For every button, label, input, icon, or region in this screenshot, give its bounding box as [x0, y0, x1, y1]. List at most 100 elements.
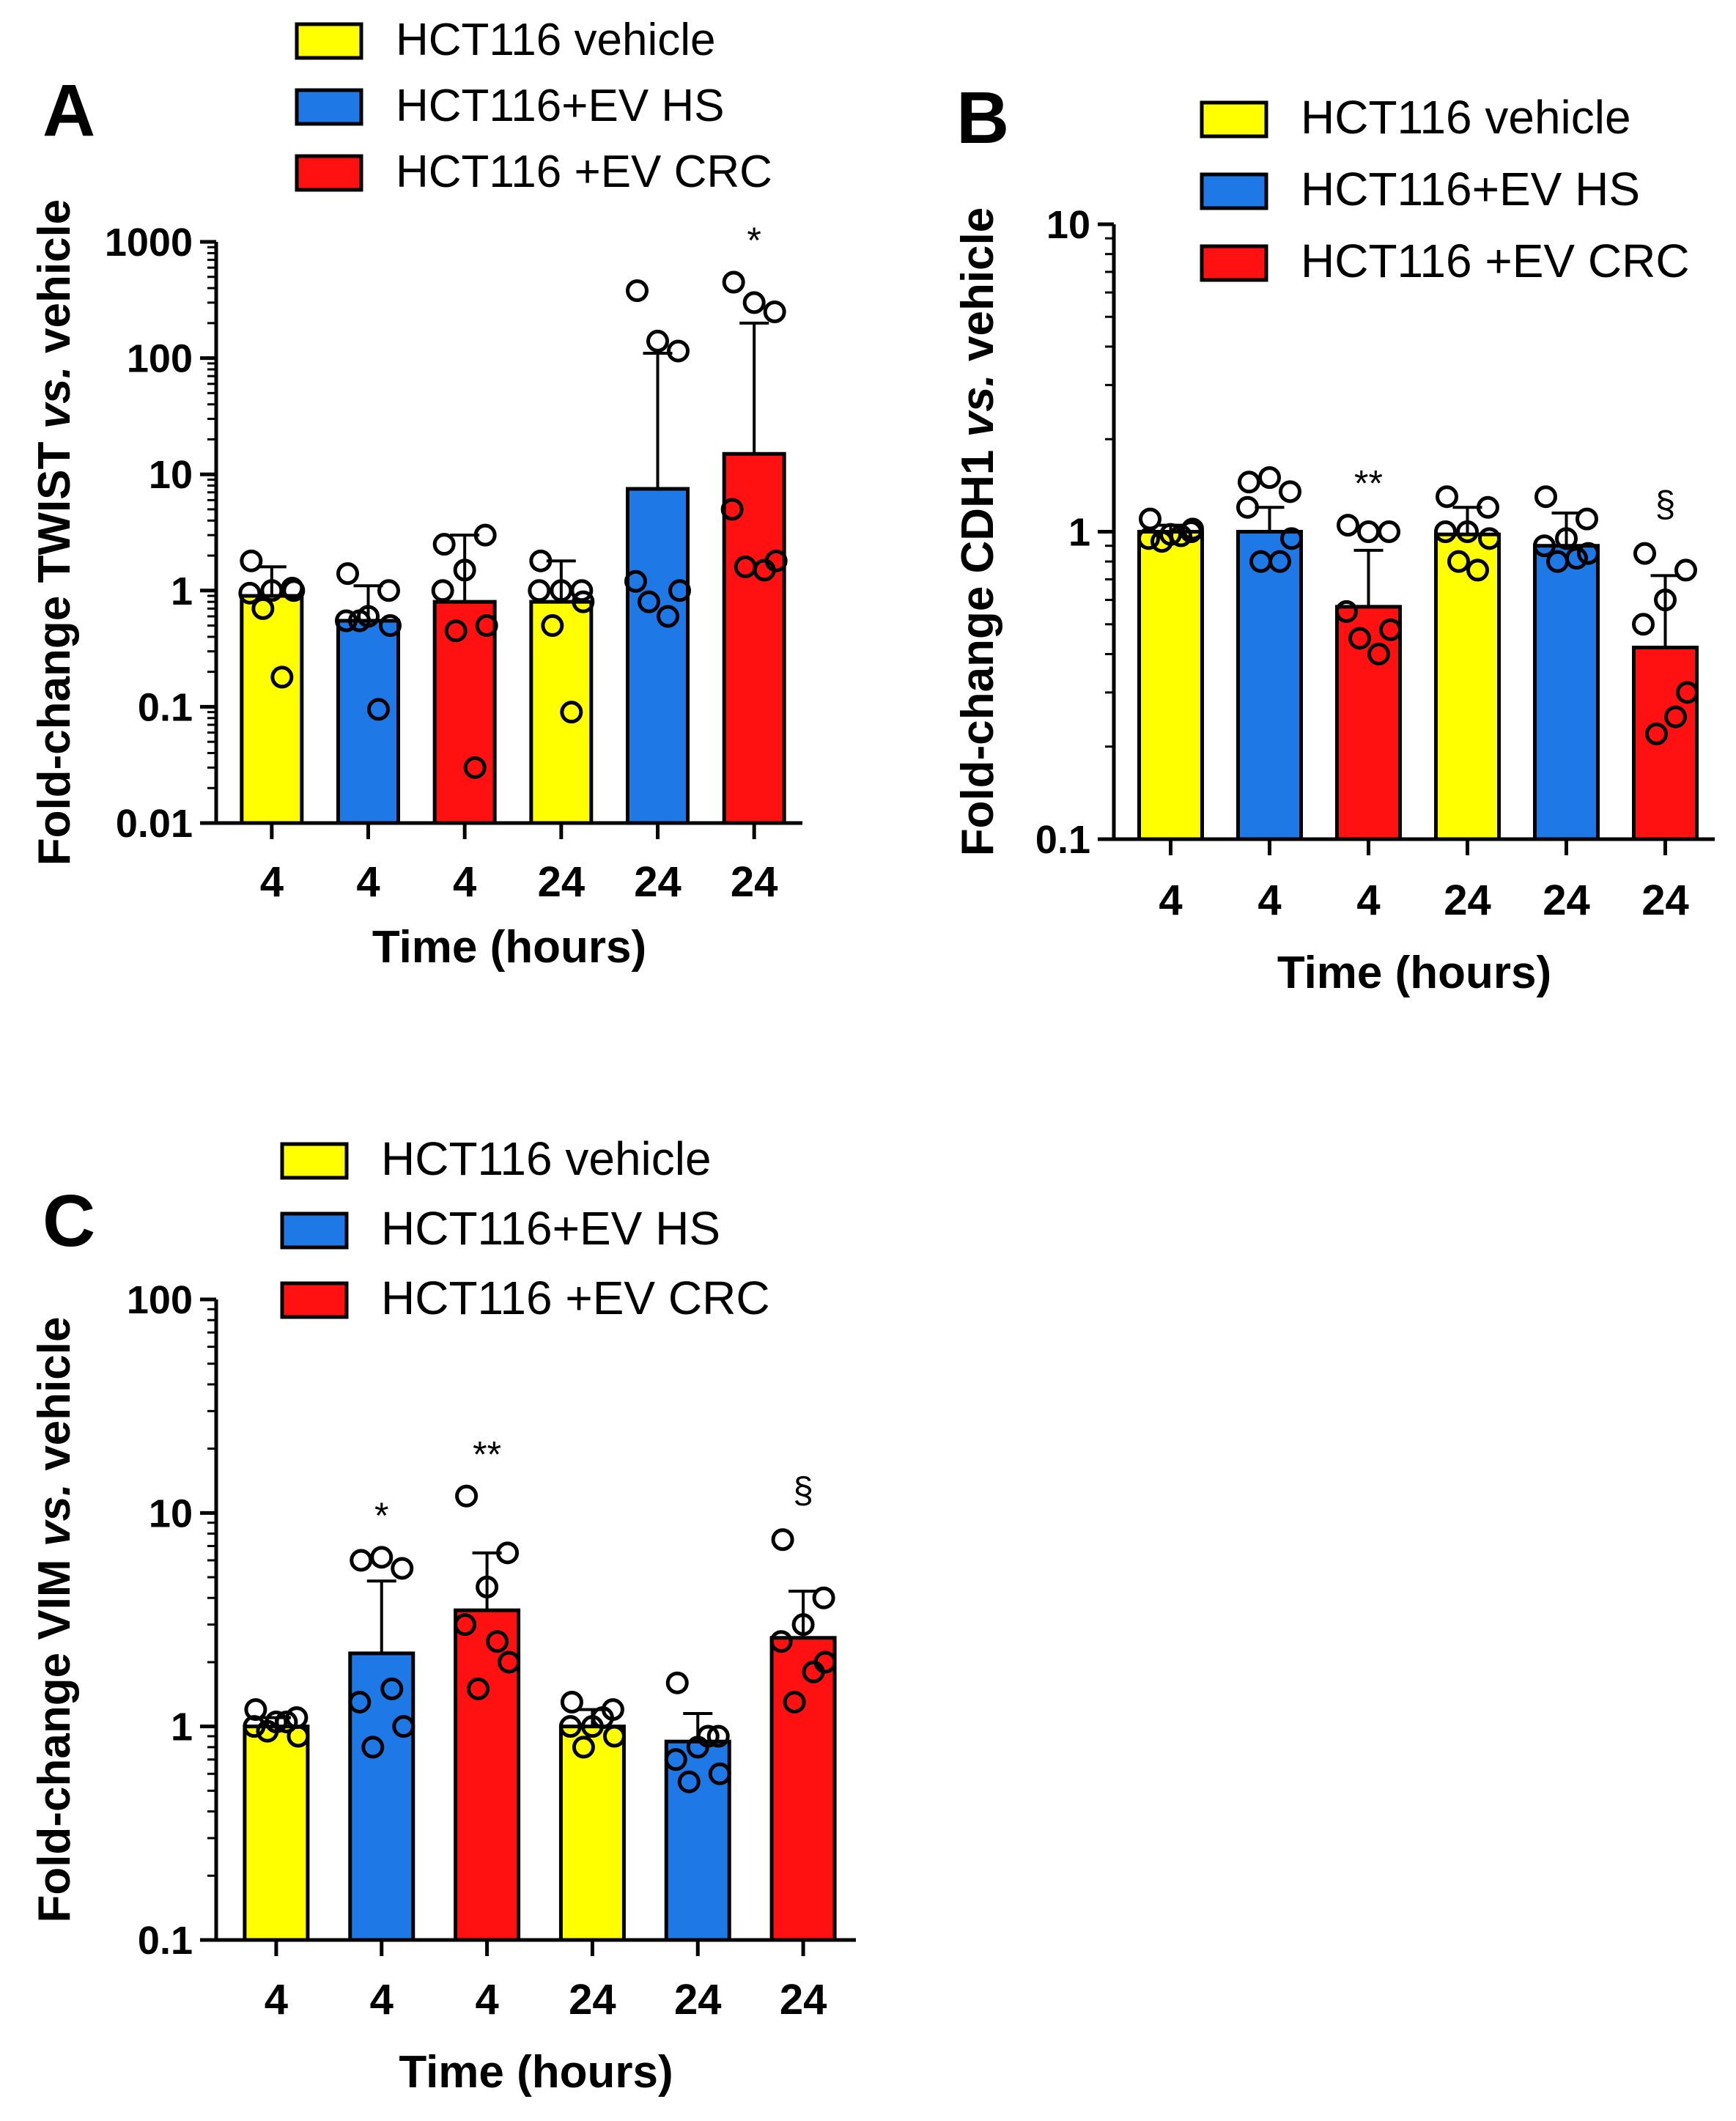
data-point: [602, 1725, 626, 1748]
x-tick-label: 24: [780, 1976, 827, 2024]
y-axis-title: Fold-change CDH1 vs. vehicle: [953, 207, 1003, 857]
legend-swatch: [280, 1142, 349, 1180]
data-point: [1335, 600, 1358, 623]
bar: [626, 487, 690, 825]
y-tick-label: 0.1: [138, 685, 193, 729]
data-point: [496, 1541, 520, 1565]
data-point: [1170, 524, 1192, 547]
legend-label: HCT116 +EV CRC: [381, 1272, 770, 1324]
y-tick-label: 10: [149, 453, 193, 497]
x-tick-label: 4: [356, 858, 380, 906]
data-point: [244, 1698, 267, 1722]
y-tick-label: 10: [149, 1491, 193, 1535]
y-tick-label: 1: [171, 1705, 193, 1749]
data-point: [1357, 520, 1380, 543]
bar: [1137, 530, 1204, 841]
data-point: [742, 291, 766, 314]
data-point: [1533, 534, 1556, 558]
data-point: [769, 1630, 793, 1653]
legend-label: HCT116 vehicle: [1301, 91, 1631, 144]
data-point: [1555, 527, 1578, 550]
bar: [1236, 530, 1303, 841]
data-point: [1337, 514, 1359, 537]
data-point: [1632, 613, 1655, 636]
data-point: [1181, 517, 1204, 541]
legend-label: HCT116 +EV CRC: [1301, 235, 1690, 287]
data-point: [771, 1528, 794, 1552]
x-tick-label: 24: [1444, 877, 1491, 924]
data-point: [1478, 527, 1501, 550]
data-point: [454, 1613, 477, 1637]
x-tick-label: 4: [260, 858, 284, 906]
x-tick-label: 24: [1543, 877, 1590, 924]
x-tick-label: 24: [731, 858, 778, 906]
x-tick-label: 4: [475, 1976, 498, 2024]
data-point: [361, 1735, 385, 1759]
data-point: [336, 562, 359, 586]
panel-a: A HCT116 vehicle HCT116+EV HS HCT116 +EV CR…: [29, 15, 802, 973]
data-point: [1367, 642, 1390, 665]
bar: [1533, 544, 1600, 841]
data-point: [1674, 558, 1697, 582]
y-axis-title-part: Fold-change CDH1: [953, 437, 1003, 856]
data-point: [763, 300, 786, 323]
bar: [348, 1651, 415, 1942]
data-point: [528, 579, 551, 602]
data-point: [1139, 507, 1161, 531]
x-tick-label: 24: [674, 1976, 722, 2024]
panel-letter: B: [956, 77, 1009, 159]
data-point: [722, 270, 745, 294]
data-point: [696, 1725, 720, 1748]
data-point: [473, 523, 497, 547]
data-point: [455, 1484, 479, 1508]
x-tick-label: 4: [370, 1976, 394, 2024]
data-point: [243, 1715, 266, 1738]
data-point: [1236, 495, 1259, 519]
data-point: [1436, 485, 1458, 509]
data-point: [667, 339, 690, 363]
data-point: [802, 1660, 825, 1683]
significance-label: **: [473, 1434, 501, 1475]
data-point: [1280, 527, 1303, 550]
data-point: [624, 569, 647, 593]
data-point: [350, 1549, 373, 1572]
data-point: [1565, 547, 1588, 570]
data-point: [432, 533, 456, 556]
data-point: [1654, 589, 1677, 612]
data-point: [783, 1690, 806, 1714]
data-point: [1279, 480, 1301, 503]
legend: HCT116 vehicle HCT116+EV HS HCT116 +EV CRC: [1200, 91, 1690, 287]
data-point: [240, 549, 263, 572]
legend-swatch: [1200, 172, 1268, 210]
x-tick-label: 4: [1356, 877, 1380, 924]
bar: [1434, 532, 1501, 841]
data-point: [486, 1630, 509, 1653]
data-point: [664, 1748, 687, 1771]
data-point: [558, 1715, 582, 1738]
data-point: [1645, 722, 1668, 745]
data-point: [638, 590, 660, 613]
data-point: [1447, 550, 1470, 573]
legend-swatch: [280, 1211, 349, 1250]
panel-letter: A: [43, 70, 95, 152]
data-point: [380, 1677, 404, 1700]
bar: [243, 1725, 310, 1942]
data-point: [260, 579, 284, 602]
legend: HCT116 vehicle HCT116+EV HS HCT116 +EV CRC: [295, 15, 772, 197]
legend-label: HCT116 +EV CRC: [396, 147, 772, 197]
legend-swatch: [1200, 100, 1268, 139]
data-point: [791, 1613, 815, 1637]
y-axis-title-italic: vs.: [953, 374, 1003, 437]
data-point: [251, 597, 275, 620]
significance-label: §: [1655, 484, 1676, 525]
data-point: [238, 581, 262, 605]
x-tick-label: 24: [569, 1976, 616, 2024]
data-point: [1137, 527, 1160, 550]
significance-label: *: [374, 1495, 388, 1536]
data-point: [379, 614, 402, 638]
data-point: [370, 1546, 394, 1569]
data-point: [335, 609, 358, 632]
panel-b: B HCT116 vehicle HCT116+EV HS HCT116 +EV CR…: [953, 77, 1715, 998]
data-point: [560, 701, 583, 724]
y-tick-label: 0.1: [138, 1919, 193, 1963]
